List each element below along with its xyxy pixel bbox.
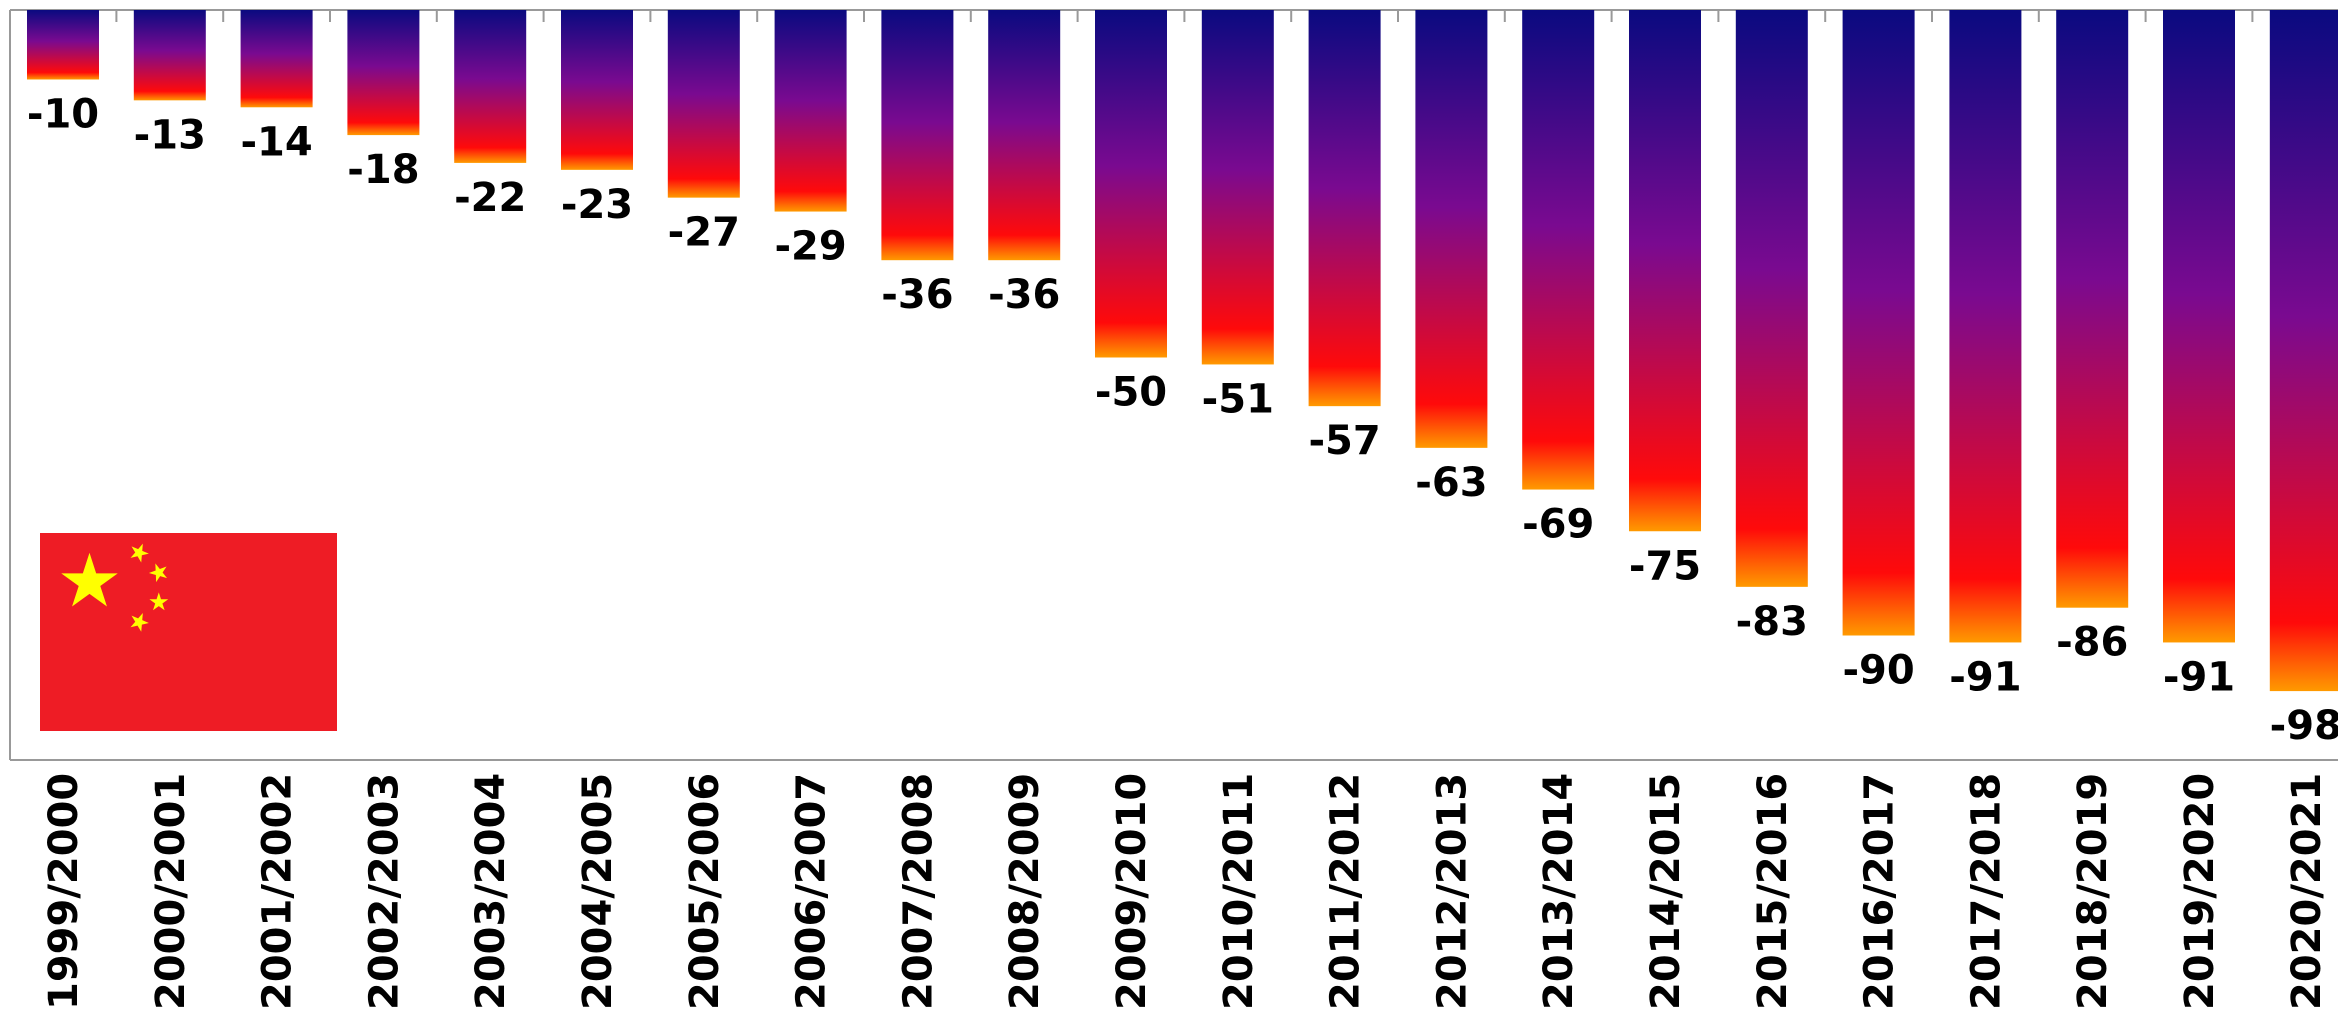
value-label: -57 — [1308, 418, 1380, 464]
bar — [347, 10, 420, 136]
value-label: -22 — [454, 175, 526, 221]
bar — [667, 10, 740, 198]
value-label: -86 — [2056, 620, 2128, 666]
value-label: -50 — [1095, 370, 1167, 416]
china-flag-icon — [40, 533, 337, 731]
category-label: 2002/2003 — [361, 773, 407, 1010]
bar — [27, 10, 99, 80]
value-label: -83 — [1736, 599, 1808, 645]
category-label: 2015/2016 — [1750, 773, 1796, 1010]
category-label: 2018/2019 — [2070, 773, 2116, 1010]
bar — [1095, 10, 1167, 358]
value-label: -69 — [1522, 502, 1594, 548]
bar — [2163, 10, 2235, 643]
category-labels: 1999/2000 2000/2001 2001/2002 2002/2003 2003… — [41, 773, 2330, 1010]
value-label: -36 — [881, 272, 953, 318]
flag-star — [130, 612, 149, 632]
bar — [774, 10, 847, 212]
category-label: 2020/2021 — [2284, 773, 2330, 1010]
category-label: 2014/2015 — [1643, 773, 1689, 1010]
bar — [2056, 10, 2129, 608]
bar — [561, 10, 633, 170]
category-label: 2009/2010 — [1109, 773, 1155, 1010]
bar — [881, 10, 954, 261]
value-label: -90 — [1842, 648, 1914, 694]
category-label: 2017/2018 — [1963, 773, 2009, 1010]
bar — [240, 10, 313, 108]
bar — [1415, 10, 1488, 448]
category-label: 2016/2017 — [1857, 773, 1903, 1010]
bar — [1842, 10, 1915, 636]
category-label: 2011/2012 — [1323, 773, 1369, 1010]
category-label: 2000/2001 — [148, 773, 194, 1010]
value-label: -13 — [134, 112, 206, 158]
bars — [27, 10, 2338, 692]
bar — [133, 10, 206, 101]
flag-field — [40, 533, 337, 731]
category-label: 2005/2006 — [682, 773, 728, 1010]
category-label: 1999/2000 — [41, 773, 87, 1010]
value-label: -98 — [2270, 703, 2338, 749]
value-label: -51 — [1202, 376, 1274, 422]
bar — [1308, 10, 1381, 407]
bar — [1201, 10, 1274, 365]
value-label: -29 — [774, 224, 846, 270]
flag-star — [148, 563, 168, 583]
bar — [988, 10, 1061, 261]
bar — [1949, 10, 2022, 643]
category-label: 2004/2005 — [575, 773, 621, 1010]
bar — [1522, 10, 1595, 490]
value-label: -91 — [1949, 654, 2021, 700]
value-label: -10 — [27, 92, 99, 138]
category-label: 2006/2007 — [789, 773, 835, 1010]
value-label: -36 — [988, 272, 1060, 318]
flag-star — [61, 552, 118, 607]
value-label: -14 — [240, 119, 312, 165]
category-label: 2010/2011 — [1216, 773, 1262, 1010]
value-label: -91 — [2163, 654, 2235, 700]
flag-star — [149, 592, 169, 611]
category-label: 2012/2013 — [1429, 773, 1475, 1010]
category-label: 2003/2004 — [468, 773, 514, 1010]
value-labels: -10 -13 -14-18-22 -23-27 -29-36 -36-50 -51-57-… — [27, 92, 2338, 750]
flag-star — [130, 543, 149, 563]
category-label: 2001/2002 — [255, 773, 301, 1010]
bar — [454, 10, 527, 163]
category-label: 2019/2020 — [2177, 773, 2223, 1010]
value-label: -63 — [1415, 460, 1487, 506]
value-label: -75 — [1629, 543, 1701, 589]
category-label: 2008/2009 — [1002, 773, 1048, 1010]
value-label: -23 — [561, 182, 633, 228]
category-label: 2013/2014 — [1536, 773, 1582, 1010]
value-label: -27 — [668, 210, 740, 256]
value-label: -18 — [347, 147, 419, 193]
category-label: 2007/2008 — [895, 773, 941, 1010]
bar — [1735, 10, 1808, 587]
bar — [1629, 10, 1701, 532]
bar — [2269, 10, 2338, 692]
